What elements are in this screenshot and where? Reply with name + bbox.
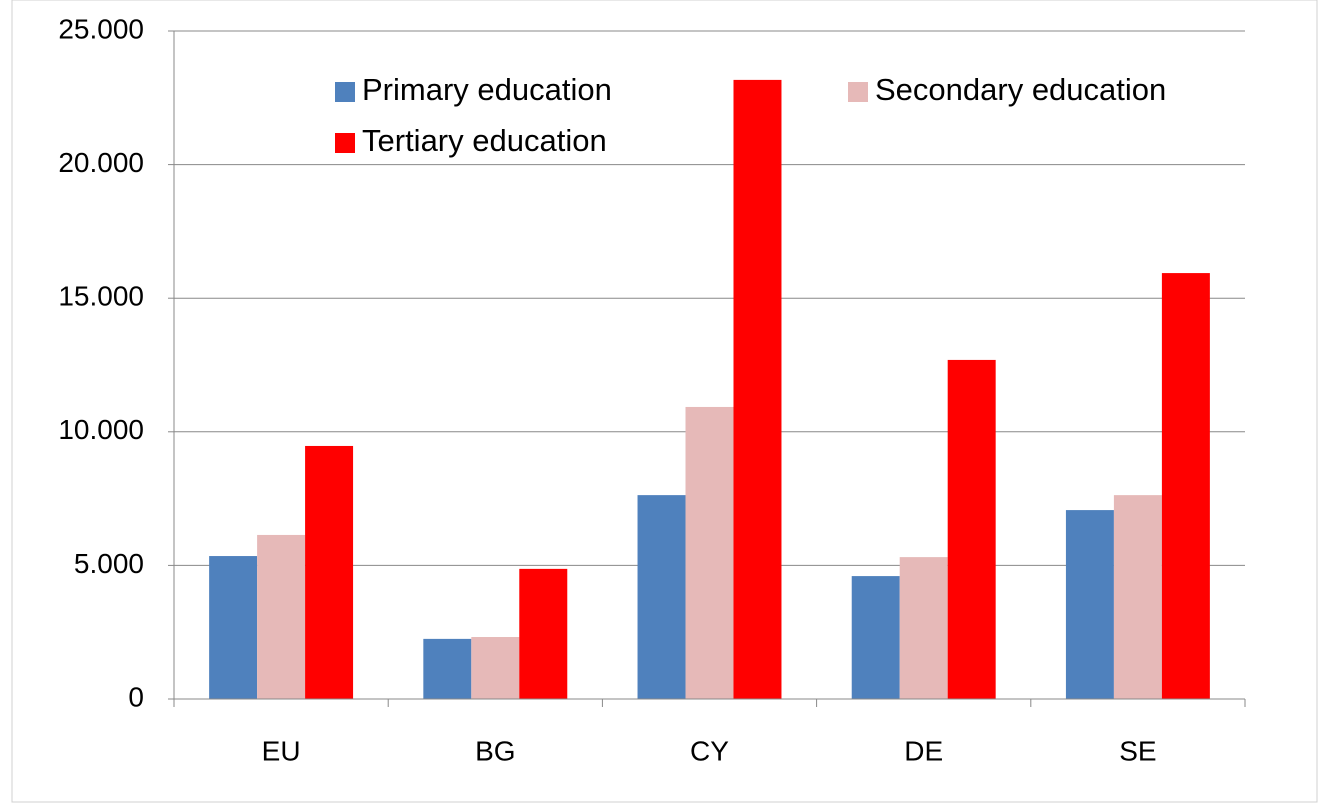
- y-tick-label: 25.000: [58, 13, 144, 44]
- y-tick-label: 0: [128, 681, 144, 712]
- y-tick-label: 10.000: [58, 414, 144, 445]
- y-tick-label: 15.000: [58, 281, 144, 312]
- bar: [209, 556, 258, 699]
- bar: [423, 638, 472, 699]
- legend-swatch: [335, 133, 355, 153]
- bar: [257, 534, 306, 699]
- legend-label: Secondary education: [875, 72, 1166, 107]
- y-tick-label: 20.000: [58, 147, 144, 178]
- bar: [1113, 495, 1162, 699]
- bar: [947, 359, 996, 699]
- y-tick-label: 5.000: [74, 548, 144, 579]
- bar: [685, 406, 734, 699]
- x-tick-label: EU: [262, 735, 301, 766]
- legend-swatch: [848, 82, 868, 102]
- x-tick-label: DE: [904, 735, 943, 766]
- bar: [637, 495, 686, 699]
- bar: [851, 576, 900, 699]
- legend-label: Tertiary education: [362, 123, 607, 158]
- bar: [899, 557, 948, 699]
- chart-frame: [11, 0, 1318, 803]
- legend-label: Primary education: [362, 72, 612, 107]
- x-tick-label: BG: [475, 735, 515, 766]
- bar: [519, 568, 568, 699]
- x-tick-label: CY: [690, 735, 729, 766]
- legend-swatch: [335, 82, 355, 102]
- bar: [305, 445, 354, 699]
- bar: [1161, 273, 1210, 699]
- bar: [733, 79, 782, 700]
- x-tick-label: SE: [1119, 735, 1156, 766]
- bar: [1065, 510, 1114, 699]
- bar: [471, 637, 520, 699]
